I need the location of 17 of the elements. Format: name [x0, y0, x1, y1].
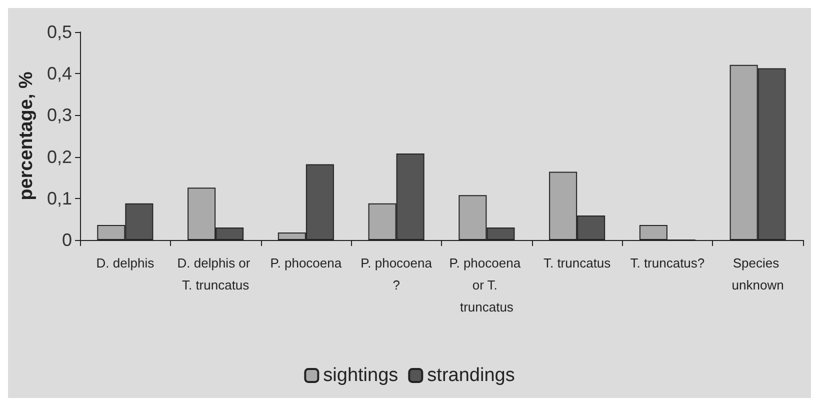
x-tick-label: T. truncatus — [543, 256, 612, 270]
x-tick-label: Species unknown — [732, 256, 784, 292]
x-tick-label: P. phocoena — [270, 256, 342, 270]
y-tick-label: 0 — [62, 230, 72, 250]
x-tick-label: D. delphis — [96, 256, 155, 270]
y-tick-label: 0,3 — [46, 105, 72, 126]
legend-label: sightings — [323, 365, 398, 386]
y-tick-label: 0,1 — [46, 188, 72, 208]
y-axis-title: percentage, % — [16, 71, 38, 200]
x-tick-label: T. truncatus? — [630, 256, 705, 270]
legend-label: strandings — [427, 365, 515, 386]
y-tick-label: 0,5 — [46, 22, 72, 42]
x-tick-label: P. phocoena or T. truncatus — [449, 256, 524, 314]
x-tick-label: D. delphis or T. truncatus — [177, 256, 254, 292]
y-tick-label: 0,4 — [46, 64, 72, 84]
y-tick-label: 0,2 — [46, 146, 72, 167]
x-tick-label: P. phocoena? — [360, 256, 433, 292]
